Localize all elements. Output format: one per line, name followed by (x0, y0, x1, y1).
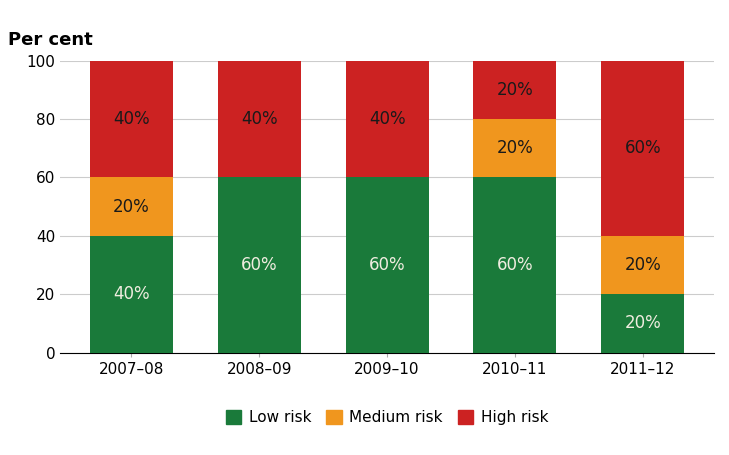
Text: 60%: 60% (496, 256, 533, 274)
Bar (218, 61, 301, 177)
Text: 40%: 40% (369, 110, 405, 128)
Legend: Low risk, Medium risk, High risk: Low risk, Medium risk, High risk (219, 404, 555, 431)
Bar (473, 177, 556, 353)
Text: 20%: 20% (624, 314, 661, 332)
Text: 40%: 40% (113, 285, 149, 303)
Bar (601, 61, 685, 236)
Bar (346, 61, 429, 177)
Text: 20%: 20% (496, 81, 534, 99)
Bar (601, 236, 685, 294)
Text: 20%: 20% (113, 197, 150, 216)
Text: 40%: 40% (241, 110, 278, 128)
Bar (90, 61, 173, 177)
Text: 60%: 60% (369, 256, 405, 274)
Bar (218, 177, 301, 353)
Text: 60%: 60% (241, 256, 278, 274)
Text: Per cent: Per cent (8, 31, 93, 49)
Text: 20%: 20% (624, 256, 661, 274)
Bar (90, 177, 173, 236)
Bar (473, 119, 556, 177)
Bar (601, 294, 685, 353)
Text: 40%: 40% (113, 110, 149, 128)
Bar (90, 236, 173, 353)
Text: 60%: 60% (625, 139, 661, 157)
Text: 20%: 20% (496, 139, 534, 157)
Bar (346, 177, 429, 353)
Bar (473, 61, 556, 119)
